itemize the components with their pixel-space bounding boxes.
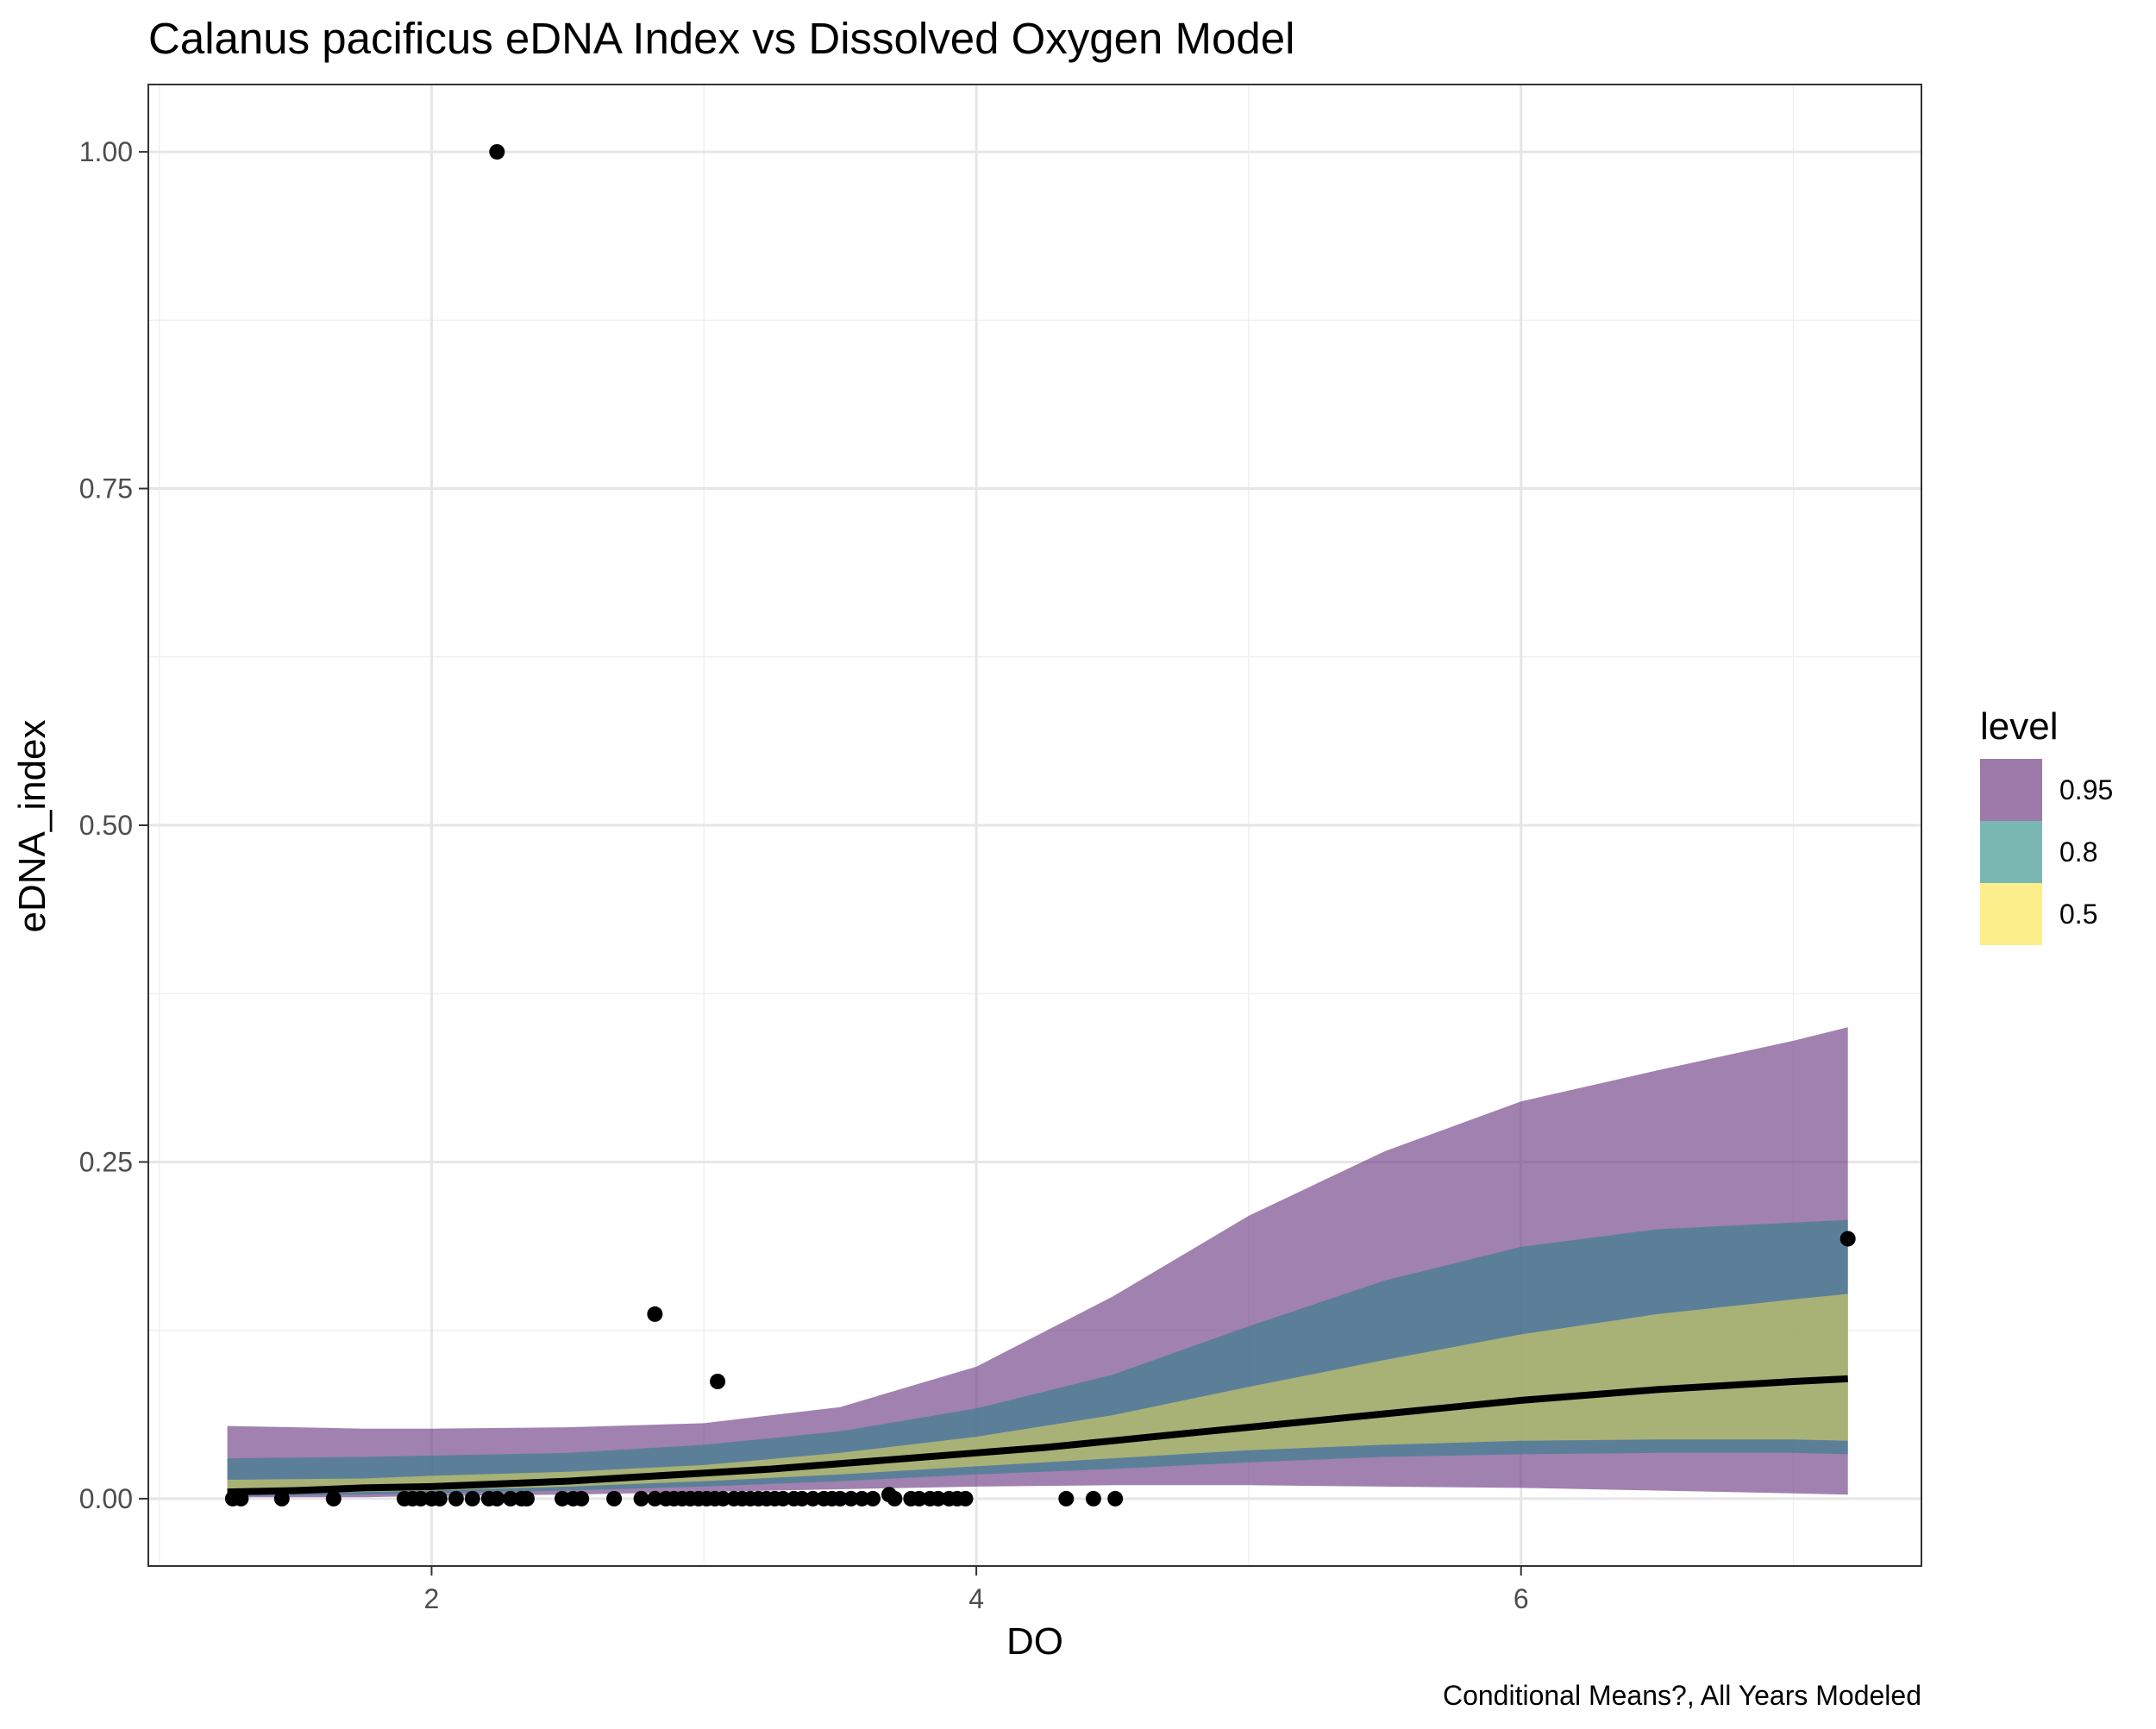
data-point (233, 1490, 249, 1507)
data-point (647, 1490, 663, 1507)
data-point (843, 1490, 859, 1507)
legend-label: 0.8 (2059, 836, 2097, 868)
legend-keys: 0.95 0.8 0.5 (1980, 759, 2113, 945)
data-point (832, 1490, 849, 1507)
data-point (911, 1490, 927, 1507)
y-tick-label: 0.00 (79, 1483, 133, 1514)
legend-label: 0.5 (2059, 899, 2097, 930)
data-point (957, 1490, 974, 1507)
data-point (519, 1490, 535, 1507)
ribbon-0_5 (227, 1294, 1848, 1494)
data-point (325, 1490, 342, 1507)
chart-title: Calanus pacificus eDNA Index vs Dissolve… (148, 14, 1294, 63)
legend-key-0_8 (1980, 821, 2042, 883)
data-point (710, 1374, 726, 1389)
data-point (273, 1490, 290, 1507)
major-gridlines (148, 85, 1921, 1566)
x-axis-ticks: 2 4 6 (424, 1566, 1529, 1614)
data-point (503, 1490, 518, 1507)
data-point (555, 1490, 570, 1507)
data-point (1085, 1490, 1101, 1507)
data-point (854, 1490, 870, 1507)
data-point (930, 1490, 946, 1507)
data-point (633, 1490, 649, 1507)
data-point (1107, 1490, 1124, 1507)
data-point (431, 1490, 448, 1507)
y-axis-label: eDNA_index (11, 719, 53, 932)
legend-key-0_95 (1980, 759, 2042, 821)
data-point (412, 1490, 429, 1507)
data-point (464, 1490, 480, 1507)
data-point (774, 1490, 791, 1507)
x-axis-label: DO (1006, 1620, 1063, 1663)
mean-line-layer (227, 1375, 1848, 1496)
legend-title: level (1980, 705, 2059, 748)
data-point (573, 1490, 590, 1507)
x-tick-label: 6 (1514, 1583, 1529, 1614)
y-tick-label: 0.50 (79, 810, 133, 841)
data-point (489, 1490, 505, 1507)
mean-line (227, 1375, 1848, 1496)
data-point (805, 1490, 821, 1507)
y-tick-label: 1.00 (79, 136, 133, 167)
y-tick-label: 0.25 (79, 1146, 133, 1177)
legend-label: 0.95 (2059, 774, 2113, 805)
observed-points (224, 144, 1856, 1507)
legend: level 0.95 0.8 0.5 (1980, 705, 2113, 945)
ribbons (227, 1027, 1848, 1498)
data-point (448, 1490, 464, 1507)
x-tick-label: 4 (968, 1583, 984, 1614)
y-axis-ticks: 0.00 0.25 0.50 0.75 1.00 (79, 136, 148, 1514)
y-tick-label: 0.75 (79, 473, 133, 504)
data-point (647, 1306, 663, 1322)
data-point (1058, 1490, 1075, 1507)
data-point (489, 144, 505, 160)
data-point (1839, 1231, 1856, 1247)
legend-key-0_5 (1980, 883, 2042, 945)
chart-caption: Conditional Means?, All Years Modeled (1443, 1680, 1921, 1711)
x-tick-label: 2 (424, 1583, 440, 1614)
data-point (794, 1490, 810, 1507)
data-point (887, 1490, 903, 1507)
data-point (715, 1490, 731, 1507)
data-point (865, 1490, 881, 1507)
data-point (606, 1490, 623, 1507)
